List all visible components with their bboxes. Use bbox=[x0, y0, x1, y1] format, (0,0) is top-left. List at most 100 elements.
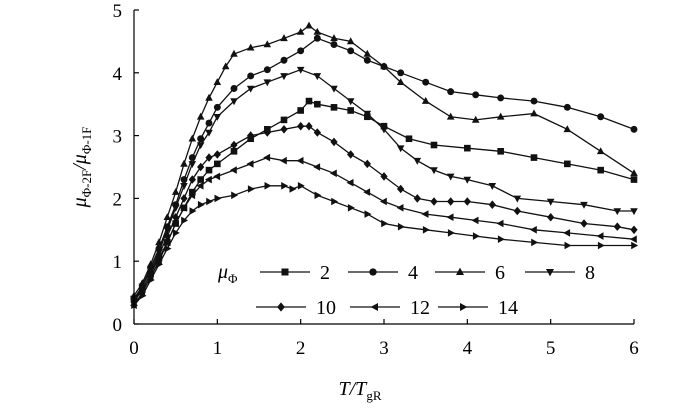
data-point bbox=[229, 166, 237, 174]
legend-title: μΦ bbox=[217, 261, 238, 286]
data-point bbox=[471, 115, 480, 123]
data-point bbox=[447, 88, 455, 96]
series-line-10 bbox=[133, 125, 635, 303]
data-point bbox=[421, 210, 429, 218]
data-point bbox=[488, 200, 496, 209]
data-point bbox=[597, 166, 604, 174]
data-point bbox=[188, 161, 197, 168]
data-point bbox=[313, 34, 321, 42]
data-point bbox=[564, 241, 572, 250]
data-point bbox=[305, 121, 313, 131]
data-point bbox=[305, 21, 313, 29]
y-axis-label-sub2: Φ-1F bbox=[79, 127, 94, 155]
data-point bbox=[297, 182, 305, 190]
data-point bbox=[280, 34, 288, 42]
data-point bbox=[597, 241, 605, 250]
data-point bbox=[205, 129, 213, 137]
x-axis-label-subscript: gR bbox=[366, 388, 382, 403]
data-point bbox=[564, 160, 571, 168]
data-point bbox=[613, 222, 621, 231]
data-point bbox=[280, 116, 288, 124]
legend-marker bbox=[369, 268, 377, 276]
data-point bbox=[197, 162, 205, 172]
legend-marker bbox=[460, 303, 468, 311]
data-point bbox=[163, 238, 171, 247]
data-point bbox=[421, 96, 430, 104]
data-point bbox=[230, 148, 238, 155]
series-14 bbox=[131, 182, 639, 309]
data-point bbox=[163, 231, 171, 241]
data-point bbox=[196, 112, 205, 120]
data-point bbox=[613, 208, 622, 216]
data-point bbox=[264, 182, 272, 190]
y-axis-label-sub1: Φ-2F bbox=[79, 170, 94, 198]
data-point bbox=[196, 142, 205, 150]
data-point bbox=[563, 229, 571, 237]
data-point bbox=[247, 72, 255, 80]
data-point bbox=[180, 159, 188, 167]
data-point bbox=[213, 103, 221, 111]
data-point bbox=[230, 85, 238, 92]
data-point bbox=[139, 291, 147, 300]
data-point bbox=[221, 62, 230, 70]
data-point bbox=[596, 232, 604, 240]
data-point bbox=[230, 140, 238, 150]
data-point bbox=[346, 178, 354, 187]
data-point bbox=[230, 49, 238, 57]
legend-label: 8 bbox=[585, 262, 595, 284]
data-point bbox=[530, 109, 538, 117]
data-point bbox=[197, 176, 204, 183]
data-point bbox=[197, 200, 205, 209]
data-point bbox=[471, 216, 479, 225]
y-tick-label: 3 bbox=[113, 127, 123, 148]
data-point bbox=[464, 144, 471, 152]
data-point bbox=[396, 145, 405, 153]
legend-entry-8: 8 bbox=[525, 262, 595, 284]
data-point bbox=[204, 175, 212, 184]
series-6 bbox=[130, 21, 638, 299]
data-point bbox=[630, 208, 638, 216]
data-point bbox=[205, 166, 213, 174]
series-8 bbox=[130, 66, 638, 303]
legend-label: 6 bbox=[495, 262, 505, 284]
legend-marker bbox=[456, 267, 464, 275]
data-point bbox=[496, 112, 505, 120]
data-point bbox=[313, 27, 322, 35]
data-point bbox=[463, 197, 471, 206]
data-point bbox=[205, 119, 213, 127]
data-point bbox=[405, 135, 413, 143]
data-point bbox=[246, 160, 254, 168]
data-point bbox=[488, 183, 497, 190]
data-point bbox=[313, 73, 322, 81]
data-point bbox=[155, 250, 163, 260]
data-point bbox=[363, 110, 372, 118]
data-point bbox=[330, 104, 338, 111]
data-point bbox=[279, 156, 287, 165]
data-point bbox=[430, 167, 438, 175]
data-point bbox=[206, 197, 214, 206]
data-point bbox=[422, 78, 430, 86]
data-point bbox=[297, 47, 305, 55]
data-point bbox=[189, 188, 196, 196]
data-point bbox=[263, 153, 271, 162]
data-point bbox=[563, 125, 572, 133]
series-line-8 bbox=[133, 69, 634, 300]
y-tick-label: 5 bbox=[113, 1, 123, 22]
legend-entry-14: 14 bbox=[438, 297, 518, 319]
legend-entry-10: 10 bbox=[256, 297, 336, 319]
y-tick-label: 0 bbox=[113, 315, 123, 336]
data-point bbox=[213, 78, 222, 85]
data-point bbox=[197, 135, 205, 143]
data-point bbox=[163, 213, 172, 220]
data-point bbox=[213, 114, 222, 121]
data-point bbox=[596, 147, 605, 155]
legend-entry-12: 12 bbox=[350, 297, 430, 319]
data-point bbox=[413, 157, 422, 165]
data-point bbox=[164, 244, 172, 253]
data-point bbox=[313, 128, 321, 137]
data-point bbox=[305, 97, 313, 105]
data-point bbox=[580, 201, 588, 209]
y-axis-label-part1: μ bbox=[69, 197, 91, 208]
data-point bbox=[205, 93, 213, 101]
x-tick-label: 6 bbox=[629, 338, 639, 359]
